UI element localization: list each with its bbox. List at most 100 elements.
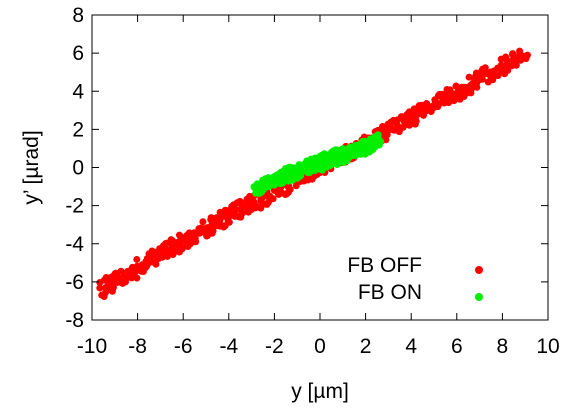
scatter-cloud-point-fb-on (377, 137, 385, 145)
y-tick-label: -8 (65, 309, 84, 332)
series-fb-off (96, 47, 531, 301)
scatter-cloud-point-fb-on (296, 172, 304, 180)
scatter-cloud-point-fb-off (465, 73, 473, 81)
scatter-cloud-point-fb-off (490, 67, 498, 75)
scatter-cloud-point-fb-off (381, 132, 389, 140)
scatter-cloud-point-fb-off (162, 246, 170, 254)
scatter-cloud-point-fb-off (511, 60, 519, 68)
scatter-cloud-point-fb-off (451, 96, 459, 104)
scatter-cloud-point-fb-on (282, 175, 290, 183)
scatter-cloud-point-fb-off (190, 229, 198, 237)
ticks-layer (91, 14, 549, 321)
scatter-cloud-point-fb-off (124, 267, 132, 275)
scatter-cloud-point-fb-on (332, 150, 340, 158)
scatter-cloud-point-fb-off (463, 89, 471, 97)
scatter-cloud-point-fb-off (226, 208, 234, 216)
scatter-cloud-point-fb-off (244, 208, 252, 216)
scatter-cloud-point-fb-off (183, 238, 191, 246)
scatter-cloud-point-fb-on (303, 158, 311, 166)
scatter-cloud-point-fb-off (96, 284, 104, 292)
scatter-cloud-point-fb-off (246, 192, 254, 200)
scatter-cloud-point-fb-off (238, 202, 246, 210)
scatter-cloud-point-fb-off (199, 218, 207, 226)
scatter-cloud-point-fb-off (133, 255, 141, 263)
scatter-cloud-point-fb-off (266, 192, 274, 200)
y-tick-label: 0 (72, 157, 84, 180)
scatter-cloud-point-fb-off (431, 103, 439, 111)
scatter-cloud-point-fb-off (143, 256, 151, 264)
y-tick-label: 2 (72, 118, 84, 141)
y-tick-label: -6 (65, 271, 84, 294)
y-tick-label: -2 (65, 195, 84, 218)
x-tick-label: -10 (77, 335, 107, 358)
scatter-cloud-point-fb-off (159, 252, 167, 260)
scatter-cloud-point-fb-off (183, 232, 191, 240)
scatter-cloud-point-fb-on (343, 155, 351, 163)
scatter-cloud-point-fb-off (237, 213, 245, 221)
scatter-cloud-point-fb-off (170, 245, 178, 253)
scatter-cloud-point-fb-off (101, 289, 109, 297)
legend-label-fb-off: FB OFF (347, 254, 422, 277)
x-tick-label: 4 (405, 335, 417, 358)
scatter-cloud-point-fb-off (460, 83, 468, 91)
scatter-cloud-point-fb-off (423, 101, 431, 109)
scatter-cloud-point-fb-off (209, 226, 217, 234)
scatter-cloud-point-fb-off (478, 75, 486, 83)
x-tick-label: 6 (451, 335, 463, 358)
scatter-cloud-point-fb-off (400, 113, 408, 121)
scatter-cloud-point-fb-off (152, 260, 160, 268)
scatter-cloud-point-fb-off (443, 96, 451, 104)
scatter-cloud-point-fb-off (394, 116, 402, 124)
scatter-cloud-point-fb-off (191, 235, 199, 243)
scatter-cloud-point-fb-on (310, 159, 318, 167)
scatter-cloud-point-fb-off (284, 188, 292, 196)
legend: FB OFF FB ON (347, 254, 483, 304)
scatter-cloud-point-fb-off (122, 278, 130, 286)
scatter-cloud-point-fb-off (395, 127, 403, 135)
legend-label-fb-on: FB ON (358, 281, 422, 304)
scatter-cloud-point-fb-off (128, 272, 136, 280)
scatter-cloud-point-fb-on (306, 169, 314, 177)
x-tick-label: 8 (497, 335, 509, 358)
scatter-cloud-point-fb-off (481, 64, 489, 72)
x-tick-label: -6 (174, 335, 193, 358)
scatter-cloud-point-fb-off (489, 76, 497, 84)
scatter-cloud-point-fb-off (284, 183, 292, 191)
scatter-cloud-point-fb-off (457, 91, 465, 99)
scatter-cloud-point-fb-off (422, 107, 430, 115)
series-fb-on (250, 131, 385, 197)
y-tick-label: 4 (72, 80, 84, 103)
x-tick-label: 10 (536, 335, 559, 358)
y-tick-label: -4 (65, 233, 84, 256)
scatter-cloud-point-fb-off (175, 231, 183, 239)
scatter-cloud-point-fb-off (496, 65, 504, 73)
scatter-cloud-point-fb-off (503, 57, 511, 65)
scatter-cloud-point-fb-off (231, 212, 239, 220)
scatter-cloud-point-fb-off (179, 243, 187, 251)
scatter-cloud-point-fb-off (233, 199, 241, 207)
scatter-cloud-point-fb-off (156, 245, 164, 253)
x-tick-label: -4 (219, 335, 238, 358)
scatter-cloud-point-fb-on (368, 136, 376, 144)
legend-marker-fb-on (475, 293, 483, 301)
scatter-cloud-point-fb-off (196, 229, 204, 237)
x-tick-label: -8 (128, 335, 147, 358)
scatter-cloud-point-fb-off (100, 276, 108, 284)
scatter-cloud-point-fb-off (203, 228, 211, 236)
scatter-cloud-point-fb-off (170, 239, 178, 247)
scatter-cloud-point-fb-off (382, 125, 390, 133)
scatter-cloud-point-fb-off (225, 218, 233, 226)
y-tick-label: 6 (72, 42, 84, 65)
x-tick-label: 2 (360, 335, 372, 358)
x-tick-label: -2 (265, 335, 284, 358)
scatter-cloud-point-fb-on (318, 166, 326, 174)
scatter-cloud-point-fb-off (257, 204, 265, 212)
scatter-cloud-point-fb-off (117, 267, 125, 275)
scatter-cloud-point-fb-on (251, 184, 259, 192)
scatter-cloud-point-fb-off (131, 266, 139, 274)
x-axis-label: y [µm] (291, 380, 349, 403)
scatter-cloud-point-fb-off (514, 54, 522, 62)
labels-layer: -10 -8 -6 -4 -2 0 2 4 6 8 10 -8 -6 -4 -2 0 2 4 6 8 (65, 4, 559, 358)
y-tick-label: 8 (72, 4, 84, 27)
